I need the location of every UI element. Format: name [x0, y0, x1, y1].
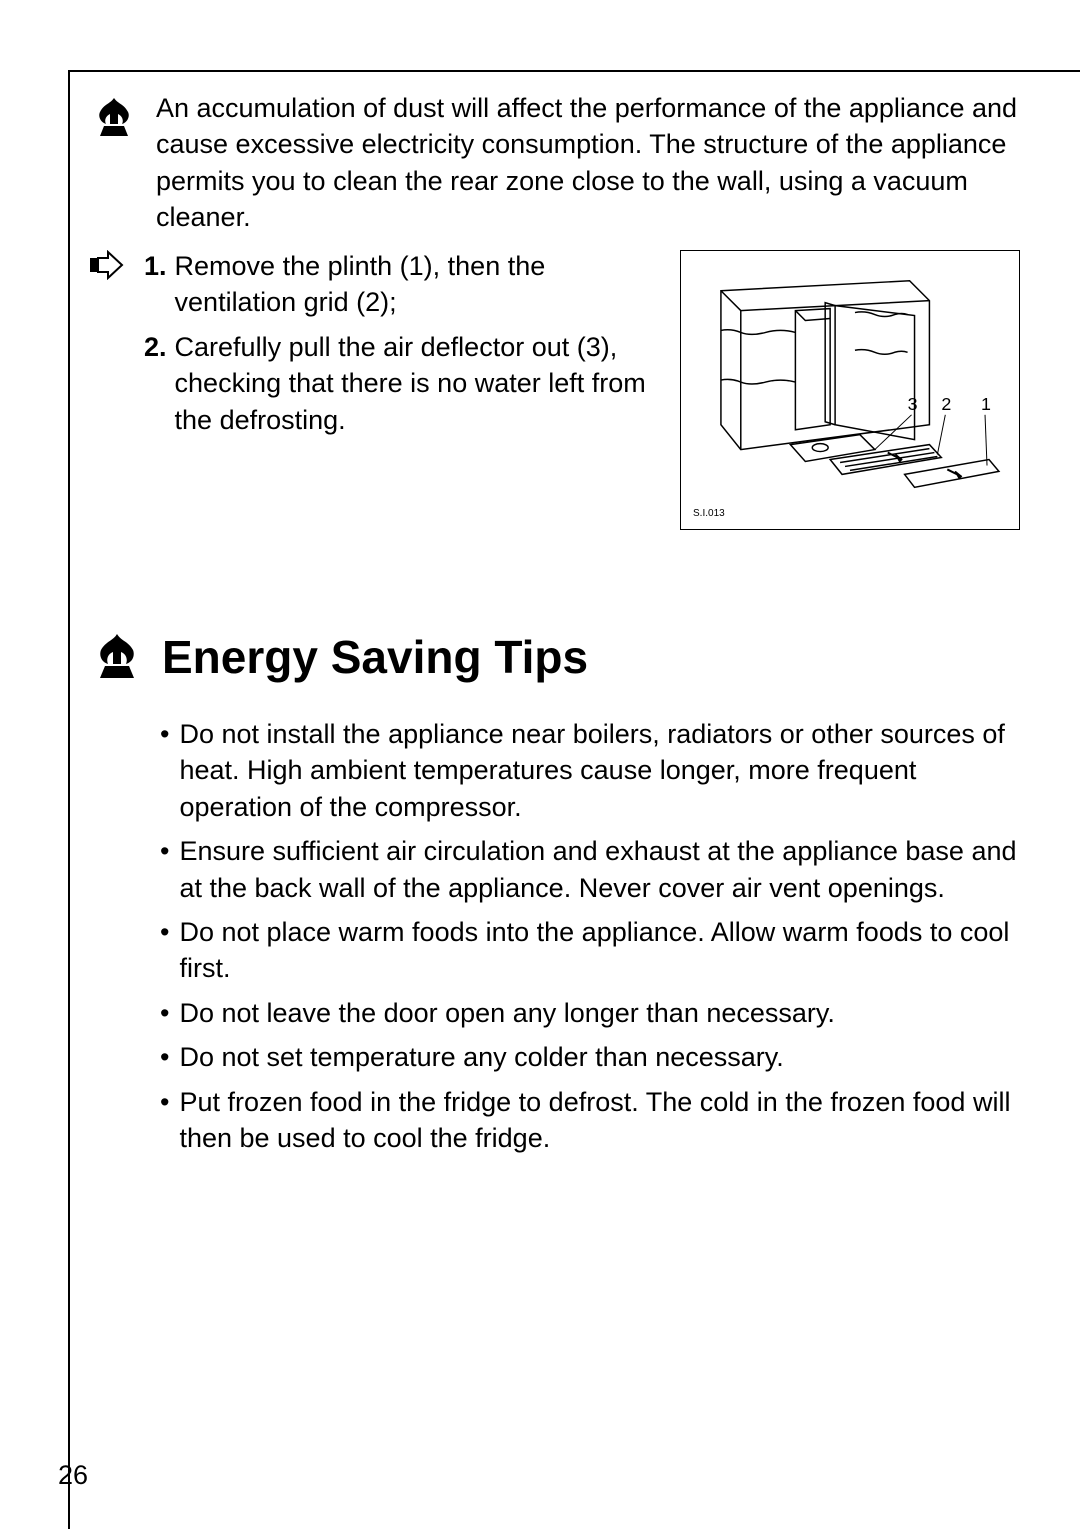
page-number: 26: [58, 1460, 88, 1491]
tip-item: • Do not leave the door open any longer …: [160, 995, 1020, 1031]
step-number: 1.: [144, 248, 167, 321]
tip-text: Ensure sufficient air circulation and ex…: [179, 833, 1020, 906]
diagram-caption: S.I.013: [693, 508, 725, 519]
bullet: •: [160, 995, 169, 1031]
step-text: Carefully pull the air deflector out (3)…: [175, 329, 660, 438]
tip-item: • Put frozen food in the fridge to defro…: [160, 1084, 1020, 1157]
tip-item: • Do not install the appliance near boil…: [160, 716, 1020, 825]
step-item: 1. Remove the plinth (1), then the venti…: [144, 248, 660, 321]
steps-section: 1. Remove the plinth (1), then the venti…: [90, 248, 1020, 530]
appliance-diagram: 3 2 1 S.I.013: [680, 250, 1020, 530]
tip-item: • Do not place warm foods into the appli…: [160, 914, 1020, 987]
step-number: 2.: [144, 329, 167, 438]
tip-text: Put frozen food in the fridge to defrost…: [179, 1084, 1020, 1157]
steps-text: 1. Remove the plinth (1), then the venti…: [144, 248, 660, 530]
bullet: •: [160, 716, 169, 825]
bullet: •: [160, 914, 169, 987]
warning-section: An accumulation of dust will affect the …: [90, 90, 1020, 236]
bullet: •: [160, 1039, 169, 1075]
step-item: 2. Carefully pull the air deflector out …: [144, 329, 660, 438]
leaf-heading-icon: [90, 630, 144, 684]
tip-item: • Do not set temperature any colder than…: [160, 1039, 1020, 1075]
leaf-warning-icon: [90, 94, 138, 142]
diagram-label-3: 3: [908, 394, 918, 414]
tip-item: • Ensure sufficient air circulation and …: [160, 833, 1020, 906]
step-text: Remove the plinth (1), then the ventilat…: [175, 248, 660, 321]
tips-list: • Do not install the appliance near boil…: [160, 716, 1020, 1157]
bullet: •: [160, 833, 169, 906]
page-content: An accumulation of dust will affect the …: [90, 90, 1020, 1165]
steps-content: 1. Remove the plinth (1), then the venti…: [144, 248, 1020, 530]
tip-text: Do not set temperature any colder than n…: [179, 1039, 783, 1075]
section-heading: Energy Saving Tips: [90, 630, 1020, 684]
tip-text: Do not install the appliance near boiler…: [179, 716, 1020, 825]
bullet: •: [160, 1084, 169, 1157]
tip-text: Do not leave the door open any longer th…: [179, 995, 834, 1031]
diagram-label-2: 2: [941, 394, 951, 414]
pointer-icon: [90, 250, 132, 287]
warning-text: An accumulation of dust will affect the …: [156, 90, 1020, 236]
heading-text: Energy Saving Tips: [162, 630, 588, 684]
diagram-label-1: 1: [981, 394, 991, 414]
tip-text: Do not place warm foods into the applian…: [179, 914, 1020, 987]
